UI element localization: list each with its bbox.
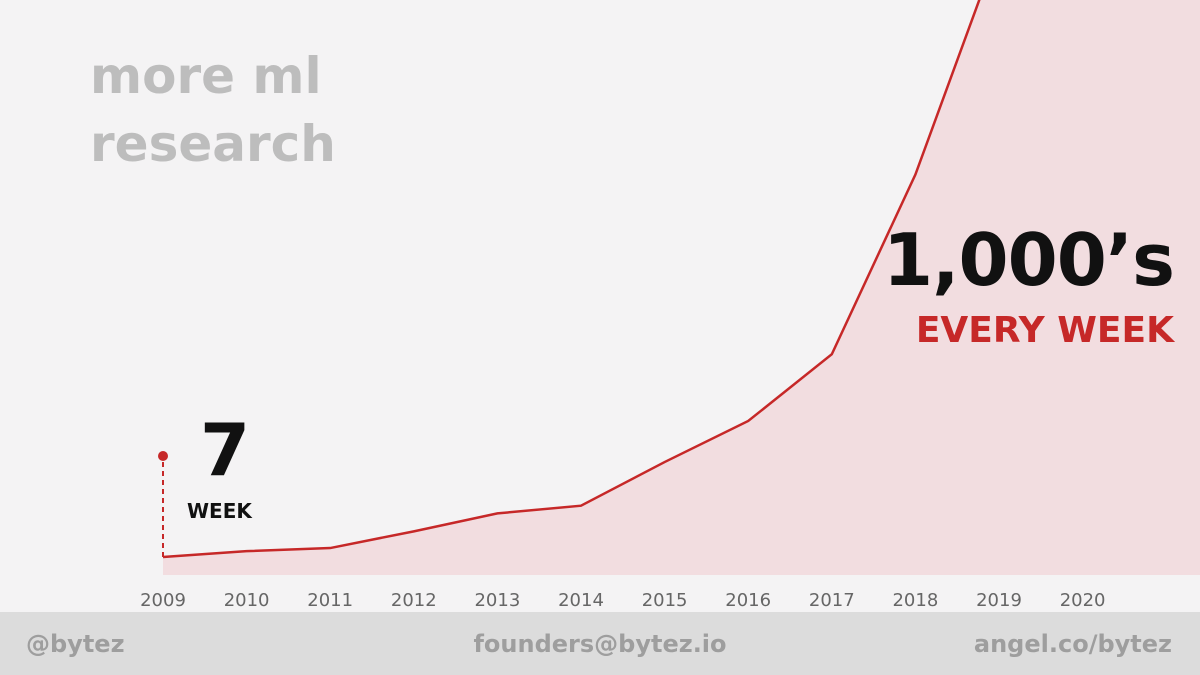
footer-center: founders@bytez.io xyxy=(473,630,727,658)
x-tick-label: 2009 xyxy=(140,590,186,611)
x-tick-label: 2019 xyxy=(976,590,1022,611)
title: more ml research xyxy=(90,47,336,173)
end-value: 1,000’s xyxy=(883,218,1175,302)
start-unit: WEEK xyxy=(187,499,252,523)
x-tick-label: 2014 xyxy=(558,590,604,611)
start-value: 7 xyxy=(200,408,251,492)
x-tick-label: 2011 xyxy=(307,590,353,611)
x-tick-label: 2013 xyxy=(474,590,520,611)
footer-left: @bytez xyxy=(26,630,125,658)
x-tick-label: 2012 xyxy=(391,590,437,611)
end-unit: EVERY WEEK xyxy=(915,310,1174,351)
x-tick-label: 2010 xyxy=(224,590,270,611)
footer-right: angel.co/bytez xyxy=(973,630,1172,658)
footer: @bytez founders@bytez.io angel.co/bytez xyxy=(0,612,1200,675)
x-tick-label: 2015 xyxy=(642,590,688,611)
start-marker-dot xyxy=(158,451,168,461)
x-tick-label: 2016 xyxy=(725,590,771,611)
x-tick-label: 2018 xyxy=(892,590,938,611)
x-tick-label: 2020 xyxy=(1060,590,1106,611)
x-tick-label: 2017 xyxy=(809,590,855,611)
plot-area xyxy=(162,0,1200,575)
area xyxy=(163,0,1200,575)
line xyxy=(162,0,981,559)
